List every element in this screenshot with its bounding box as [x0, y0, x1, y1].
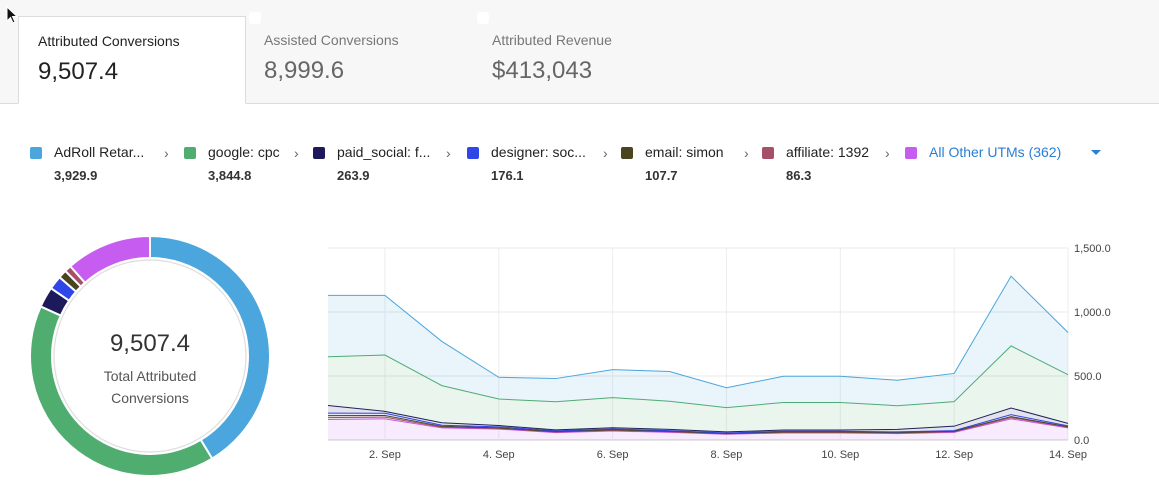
data-point[interactable]: [495, 373, 503, 381]
tab-value: $413,043: [492, 57, 593, 84]
legend-value: 263.9: [337, 168, 370, 183]
donut-slice[interactable]: [68, 234, 151, 285]
legend-name: All Other UTMs (362): [929, 144, 1062, 160]
y-tick-label: 1,000.0: [1074, 307, 1111, 319]
mouse-cursor-icon: [6, 6, 19, 24]
area-series: [328, 345, 1069, 432]
x-tick-label: 2. Sep: [369, 449, 401, 461]
area-series: [328, 415, 1069, 434]
legend-swatch: [313, 147, 325, 159]
donut-center: 9,507.4 Total Attributed Conversions: [28, 234, 272, 478]
x-tick-label: 6. Sep: [597, 449, 629, 461]
area-line: [328, 415, 1069, 434]
chevron-right-icon: ›: [603, 145, 608, 161]
chevron-right-icon: ›: [446, 145, 451, 161]
chevron-right-icon: ›: [294, 145, 299, 161]
area-fill: [328, 276, 1068, 408]
legend-value: 3,929.9: [54, 168, 98, 183]
legend-swatch: [621, 147, 633, 159]
caret-down-icon[interactable]: [1090, 144, 1102, 160]
x-tick-label: 8. Sep: [711, 449, 743, 461]
donut-total-label: Total Attributed Conversions: [103, 368, 197, 406]
donut-inner-ring: [53, 259, 247, 453]
legend-name: affiliate: 1392: [786, 144, 870, 160]
x-tick-label: 12. Sep: [935, 449, 973, 461]
legend-name: AdRoll Retar...: [54, 144, 145, 160]
metric-tabs-bar: Attributed Conversions 9,507.4 Assisted …: [0, 0, 1159, 104]
area-line: [328, 404, 1069, 433]
legend-name: designer: soc...: [491, 144, 586, 160]
data-point[interactable]: [893, 376, 901, 384]
tab-label: Attributed Revenue: [492, 32, 612, 48]
area-line: [328, 412, 1069, 434]
legend-name: email: simon: [645, 144, 724, 160]
legend-swatch: [762, 147, 774, 159]
tab-value: 9,507.4: [38, 58, 119, 85]
area-fill: [328, 415, 1068, 434]
chevron-right-icon: ›: [744, 145, 749, 161]
tab-assisted-conversions[interactable]: Assisted Conversions 8,999.6: [245, 12, 473, 104]
x-tick-label: 10. Sep: [821, 449, 859, 461]
tab-value: 8,999.6: [264, 57, 345, 84]
legend-swatch: [467, 147, 479, 159]
chart-grid: [328, 247, 1069, 441]
area-series: [328, 404, 1069, 433]
stacked-area-chart: 2. Sep 4. Sep 6. Sep 8. Sep 10. Sep 12. Sep 14…: [328, 243, 1111, 461]
tab-indicator: [477, 12, 489, 24]
data-point[interactable]: [609, 366, 617, 374]
data-point[interactable]: [666, 368, 674, 376]
data-point[interactable]: [722, 384, 730, 392]
legend-name: google: cpc: [208, 144, 280, 160]
data-point[interactable]: [1007, 272, 1015, 280]
data-point[interactable]: [779, 372, 787, 380]
y-tick-label: 500.0: [1074, 371, 1102, 383]
legend-value: 86.3: [786, 168, 812, 183]
area-line: [328, 275, 1069, 389]
x-tick-label: 14. Sep: [1049, 449, 1087, 461]
data-point[interactable]: [381, 291, 389, 299]
legend-value: 176.1: [491, 168, 524, 183]
y-tick-label: 1,500.0: [1074, 243, 1111, 255]
legend-value: 3,844.8: [208, 168, 252, 183]
area-fill: [328, 413, 1068, 434]
donut-chart: 9,507.4 Total Attributed Conversions: [28, 234, 272, 478]
tab-indicator: [249, 12, 261, 24]
tab-label: Assisted Conversions: [264, 32, 399, 48]
donut-total-value: 9,507.4: [109, 330, 191, 357]
chevron-right-icon: ›: [885, 145, 890, 161]
data-point[interactable]: [1064, 328, 1072, 336]
data-point[interactable]: [552, 375, 560, 383]
legend-name: paid_social: f...: [337, 144, 431, 160]
area-fill: [328, 417, 1068, 435]
data-point[interactable]: [950, 369, 958, 377]
area-line: [328, 345, 1069, 409]
tab-attributed-revenue[interactable]: Attributed Revenue $413,043: [473, 12, 701, 104]
area-fill: [328, 345, 1068, 432]
data-point[interactable]: [438, 337, 446, 345]
tab-label: Attributed Conversions: [38, 33, 180, 49]
chevron-right-icon: ›: [164, 145, 169, 161]
y-tick-label: 0.0: [1074, 435, 1089, 447]
legend-swatch: [905, 147, 917, 159]
donut-svg: [29, 234, 271, 477]
area-fill: [328, 418, 1068, 440]
x-tick-label: 4. Sep: [483, 449, 515, 461]
tab-attributed-conversions[interactable]: Attributed Conversions 9,507.4: [18, 16, 246, 104]
area-series: [328, 272, 1072, 408]
legend-swatch: [184, 147, 196, 159]
data-point[interactable]: [836, 372, 844, 380]
area-series: [328, 412, 1069, 434]
legend-value: 107.7: [645, 168, 678, 183]
legend-swatch: [30, 147, 42, 159]
